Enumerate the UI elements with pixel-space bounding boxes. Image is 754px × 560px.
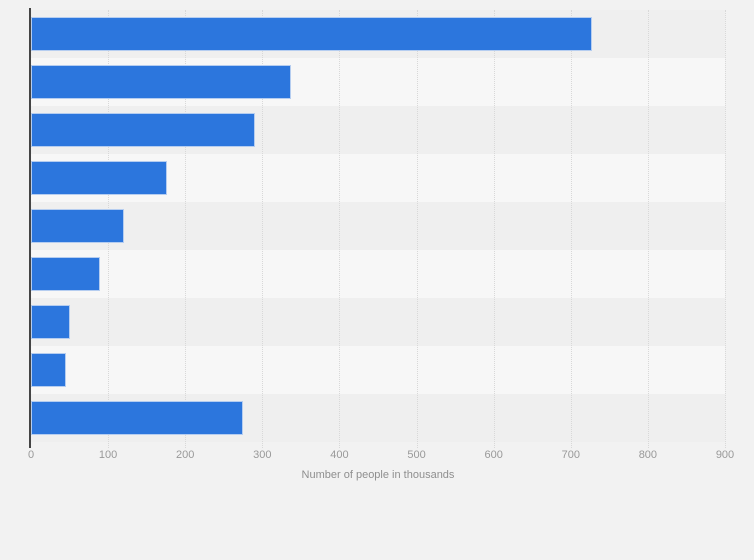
x-axis-tick-label: 500 bbox=[407, 449, 426, 461]
x-axis-label: Number of people in thousands bbox=[301, 469, 455, 481]
bar bbox=[31, 401, 244, 435]
gridline bbox=[493, 10, 495, 448]
bar bbox=[31, 353, 66, 387]
bar bbox=[31, 305, 70, 339]
gridline bbox=[570, 10, 572, 448]
y-axis-line bbox=[29, 8, 31, 448]
gridline bbox=[416, 10, 418, 448]
bar bbox=[31, 161, 168, 195]
x-axis-tick-label: 800 bbox=[638, 449, 658, 461]
row-band bbox=[31, 298, 725, 346]
x-axis-tick-label: 700 bbox=[561, 449, 580, 461]
gridline bbox=[262, 10, 264, 448]
x-axis-tick-label: 600 bbox=[484, 449, 503, 461]
x-axis-tick-label: 300 bbox=[253, 449, 272, 461]
x-axis-tick-label: 200 bbox=[176, 449, 195, 461]
x-axis-tick-label: 0 bbox=[27, 449, 35, 461]
gridline bbox=[185, 10, 187, 448]
bar bbox=[31, 209, 124, 243]
bar bbox=[31, 17, 592, 51]
bar bbox=[31, 65, 291, 99]
row-band bbox=[31, 346, 725, 394]
x-axis-tick-label: 100 bbox=[98, 449, 118, 461]
bar bbox=[31, 257, 100, 291]
gridline bbox=[725, 10, 726, 448]
x-axis-tick-label: 900 bbox=[715, 449, 735, 461]
gridline bbox=[339, 10, 341, 448]
gridline bbox=[647, 10, 649, 448]
row-band bbox=[31, 202, 725, 250]
row-band bbox=[31, 250, 725, 298]
bar bbox=[31, 113, 256, 147]
x-axis-tick-labels: 0 100 200 300 400 500 600 700 800 900 bbox=[0, 449, 754, 463]
x-axis-tick-label: 400 bbox=[330, 449, 349, 461]
plot-area bbox=[31, 10, 726, 448]
